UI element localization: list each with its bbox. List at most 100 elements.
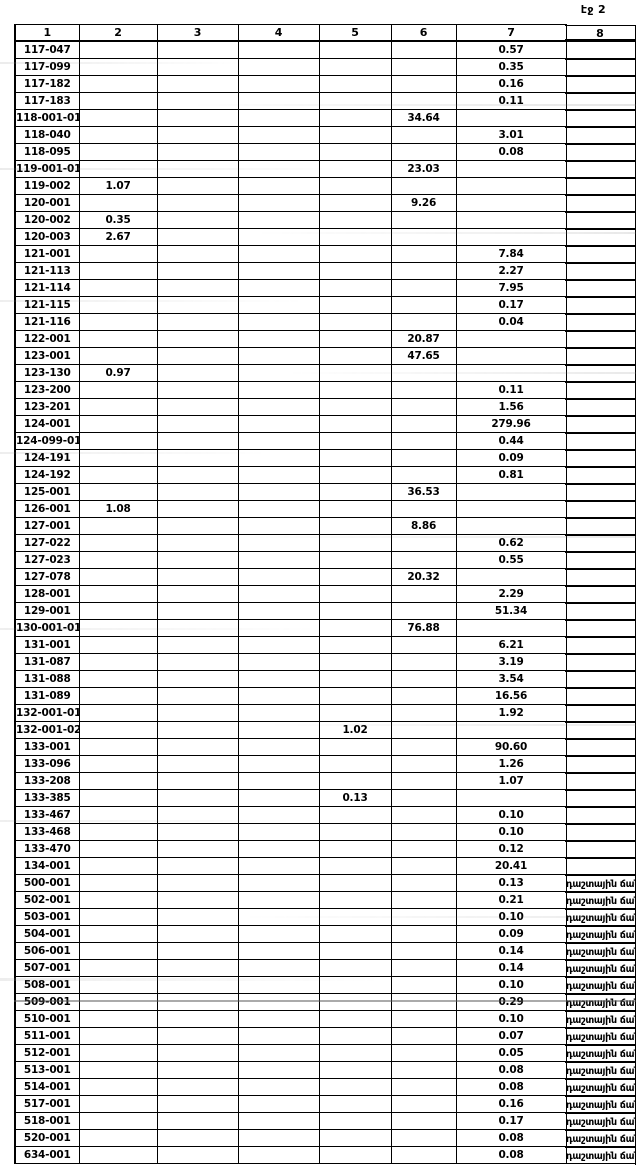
- parcel-code-cell[interactable]: 132-001-01: [14, 704, 80, 722]
- value-cell-col2[interactable]: [78, 823, 158, 841]
- table-row[interactable]: 124-191 0.09: [14, 449, 567, 467]
- value-cell-col2[interactable]: [78, 874, 158, 892]
- value-cell-col5[interactable]: [318, 1010, 392, 1028]
- value-cell-col5[interactable]: [318, 857, 392, 875]
- note-cell-col8[interactable]: [565, 483, 636, 502]
- table-row[interactable]: 119-002 1.07: [14, 177, 567, 195]
- value-cell-col2[interactable]: [78, 1129, 158, 1147]
- parcel-code-cell[interactable]: 127-023: [14, 551, 80, 569]
- value-cell-col7[interactable]: 1.92: [455, 704, 567, 722]
- value-cell-col7[interactable]: 0.14: [455, 959, 567, 977]
- value-cell-col4[interactable]: [237, 500, 320, 518]
- value-cell-col2[interactable]: [78, 772, 158, 790]
- value-cell-col2[interactable]: [78, 721, 158, 739]
- value-cell-col2[interactable]: [78, 194, 158, 212]
- table-row[interactable]: 122-001 20.87: [14, 330, 567, 348]
- value-cell-col4[interactable]: [237, 1061, 320, 1079]
- value-cell-col4[interactable]: [237, 993, 320, 1011]
- value-cell-col4[interactable]: [237, 1010, 320, 1028]
- value-cell-col7[interactable]: [455, 789, 567, 807]
- note-cell-col8[interactable]: [565, 704, 636, 723]
- value-cell-col3[interactable]: [156, 721, 239, 739]
- value-cell-col7[interactable]: 0.07: [455, 1027, 567, 1045]
- value-cell-col3[interactable]: [156, 738, 239, 756]
- value-cell-col6[interactable]: 20.87: [390, 330, 457, 348]
- parcel-code-cell[interactable]: 117-182: [14, 75, 80, 93]
- value-cell-col3[interactable]: [156, 92, 239, 110]
- value-cell-col6[interactable]: [390, 551, 457, 569]
- value-cell-col2[interactable]: [78, 1112, 158, 1130]
- value-cell-col7[interactable]: [455, 194, 567, 212]
- value-cell-col6[interactable]: [390, 1027, 457, 1045]
- value-cell-col4[interactable]: [237, 772, 320, 790]
- value-cell-col4[interactable]: [237, 330, 320, 348]
- parcel-code-cell[interactable]: 121-115: [14, 296, 80, 314]
- value-cell-col2[interactable]: [78, 568, 158, 586]
- value-cell-col7[interactable]: [455, 228, 567, 246]
- value-cell-col6[interactable]: 23.03: [390, 160, 457, 178]
- value-cell-col4[interactable]: [237, 857, 320, 875]
- value-cell-col6[interactable]: [390, 789, 457, 807]
- parcel-code-cell[interactable]: 119-001-01: [14, 160, 80, 178]
- value-cell-col7[interactable]: 2.27: [455, 262, 567, 280]
- value-cell-col2[interactable]: [78, 160, 158, 178]
- value-cell-col3[interactable]: [156, 585, 239, 603]
- value-cell-col2[interactable]: [78, 517, 158, 535]
- value-cell-col3[interactable]: [156, 772, 239, 790]
- value-cell-col2[interactable]: [78, 143, 158, 161]
- parcel-code-cell[interactable]: 123-201: [14, 398, 80, 416]
- table-row[interactable]: 506-001 0.14: [14, 942, 567, 960]
- value-cell-col2[interactable]: [78, 109, 158, 127]
- value-cell-col7[interactable]: 0.11: [455, 92, 567, 110]
- value-cell-col5[interactable]: [318, 755, 392, 773]
- value-cell-col3[interactable]: [156, 109, 239, 127]
- value-cell-col6[interactable]: [390, 75, 457, 93]
- value-cell-col4[interactable]: [237, 262, 320, 280]
- value-cell-col6[interactable]: [390, 279, 457, 297]
- value-cell-col2[interactable]: [78, 483, 158, 501]
- value-cell-col7[interactable]: 3.19: [455, 653, 567, 671]
- note-cell-col8[interactable]: [565, 398, 636, 417]
- value-cell-col2[interactable]: [78, 75, 158, 93]
- value-cell-col6[interactable]: [390, 823, 457, 841]
- value-cell-col4[interactable]: [237, 551, 320, 569]
- value-cell-col7[interactable]: 16.56: [455, 687, 567, 705]
- value-cell-col5[interactable]: [318, 806, 392, 824]
- value-cell-col6[interactable]: 9.26: [390, 194, 457, 212]
- value-cell-col6[interactable]: [390, 602, 457, 620]
- value-cell-col5[interactable]: [318, 1095, 392, 1113]
- value-cell-col7[interactable]: 6.21: [455, 636, 567, 654]
- note-cell-col8[interactable]: [565, 228, 636, 247]
- value-cell-col6[interactable]: 8.86: [390, 517, 457, 535]
- value-cell-col3[interactable]: [156, 687, 239, 705]
- value-cell-col2[interactable]: 0.35: [78, 211, 158, 229]
- value-cell-col4[interactable]: [237, 517, 320, 535]
- value-cell-col6[interactable]: [390, 177, 457, 195]
- value-cell-col5[interactable]: [318, 40, 392, 59]
- value-cell-col6[interactable]: [390, 925, 457, 943]
- value-cell-col3[interactable]: [156, 483, 239, 501]
- value-cell-col7[interactable]: 0.10: [455, 908, 567, 926]
- value-cell-col2[interactable]: [78, 704, 158, 722]
- value-cell-col6[interactable]: [390, 364, 457, 382]
- note-cell-col8[interactable]: [565, 75, 636, 94]
- value-cell-col7[interactable]: 0.08: [455, 1078, 567, 1096]
- value-cell-col7[interactable]: 51.34: [455, 602, 567, 620]
- value-cell-col7[interactable]: 1.26: [455, 755, 567, 773]
- value-cell-col6[interactable]: 36.53: [390, 483, 457, 501]
- table-row[interactable]: 133-096 1.26: [14, 755, 567, 773]
- parcel-code-cell[interactable]: 124-001: [14, 415, 80, 433]
- value-cell-col7[interactable]: 1.07: [455, 772, 567, 790]
- value-cell-col7[interactable]: 90.60: [455, 738, 567, 756]
- parcel-code-cell[interactable]: 133-468: [14, 823, 80, 841]
- value-cell-col3[interactable]: [156, 1044, 239, 1062]
- value-cell-col7[interactable]: 0.10: [455, 823, 567, 841]
- value-cell-col5[interactable]: [318, 330, 392, 348]
- value-cell-col5[interactable]: [318, 1146, 392, 1164]
- note-cell-col8[interactable]: [565, 551, 636, 570]
- value-cell-col5[interactable]: [318, 687, 392, 705]
- parcel-code-cell[interactable]: 128-001: [14, 585, 80, 603]
- value-cell-col4[interactable]: [237, 483, 320, 501]
- parcel-code-cell[interactable]: 126-001: [14, 500, 80, 518]
- value-cell-col6[interactable]: [390, 704, 457, 722]
